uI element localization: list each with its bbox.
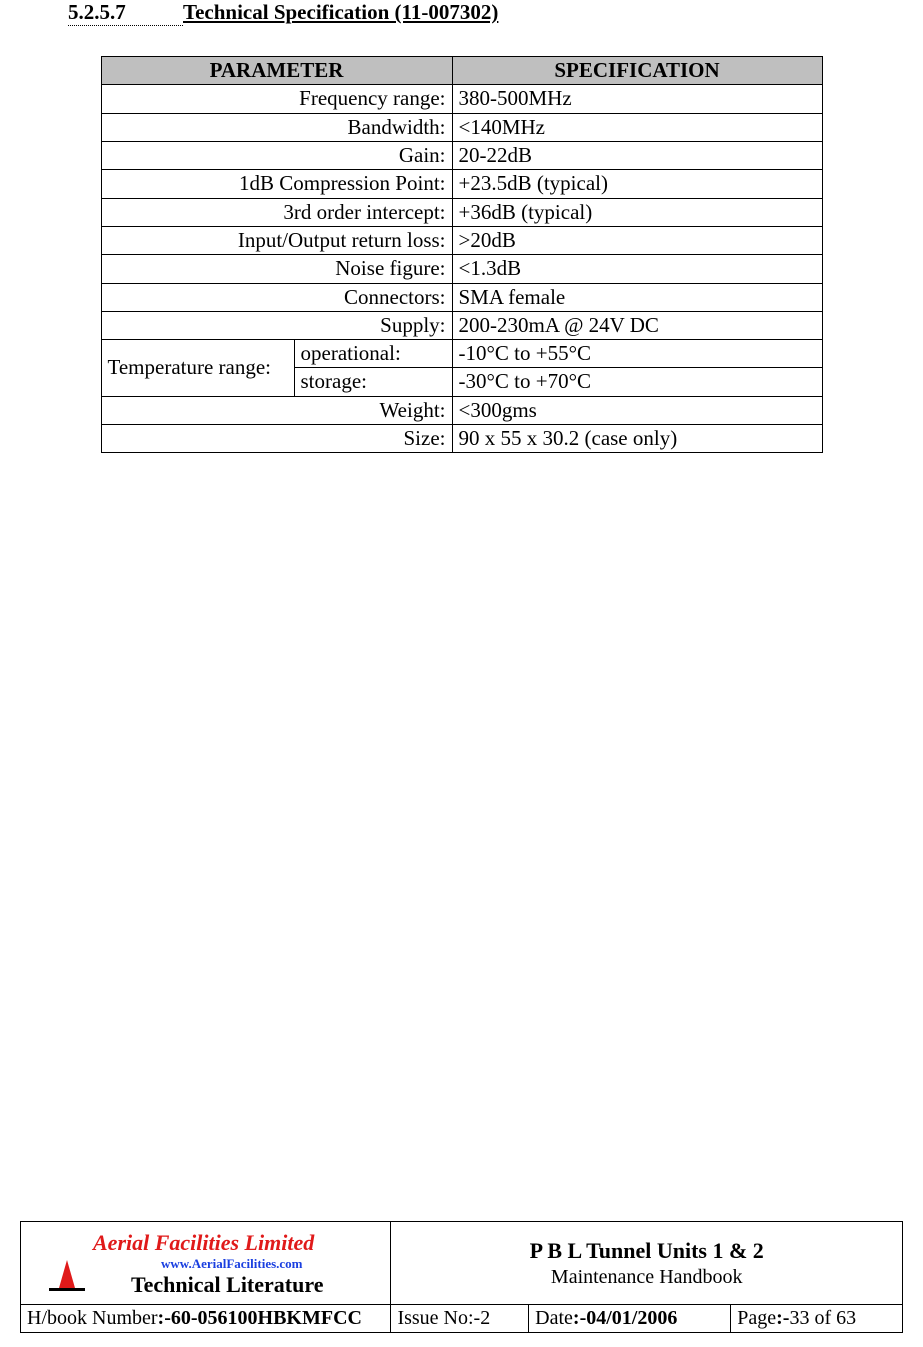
- spec-cell: 90 x 55 x 30.2 (case only): [452, 425, 822, 453]
- table-row: Noise figure:<1.3dB: [101, 255, 822, 283]
- column-header-parameter: PARAMETER: [101, 57, 452, 85]
- page-number: 33 of 63: [789, 1307, 856, 1329]
- spec-table: PARAMETER SPECIFICATION Frequency range:…: [101, 56, 823, 453]
- spec-cell: 380-500MHz: [452, 85, 822, 113]
- hbook-value: :-60-056100HBKMFCC: [158, 1307, 362, 1329]
- company-logo: Aerial Facilities Limited www.AerialFaci…: [41, 1226, 371, 1300]
- svg-text:Technical Literature: Technical Literature: [131, 1272, 324, 1297]
- table-row: 3rd order intercept:+36dB (typical): [101, 198, 822, 226]
- column-header-specification: SPECIFICATION: [452, 57, 822, 85]
- section-title: Technical Specification (11-007302): [183, 0, 498, 24]
- table-row: Input/Output return loss:>20dB: [101, 226, 822, 254]
- param-cell: Size:: [101, 425, 452, 453]
- page-footer: Aerial Facilities Limited www.AerialFaci…: [20, 1221, 903, 1333]
- param-cell: 1dB Compression Point:: [101, 170, 452, 198]
- spec-cell: +36dB (typical): [452, 198, 822, 226]
- spec-cell: SMA female: [452, 283, 822, 311]
- footer-logo-cell: Aerial Facilities Limited www.AerialFaci…: [21, 1222, 391, 1305]
- param-cell: Weight:: [101, 396, 452, 424]
- table-row: Weight:<300gms: [101, 396, 822, 424]
- issue-label: Issue No:-: [397, 1307, 480, 1329]
- param-cell: Noise figure:: [101, 255, 452, 283]
- table-row: Temperature range:operational:-10°C to +…: [101, 340, 822, 368]
- issue-value: 2: [480, 1307, 490, 1329]
- table-row: Frequency range:380-500MHz: [101, 85, 822, 113]
- param-cell: Gain:: [101, 142, 452, 170]
- spec-cell: <1.3dB: [452, 255, 822, 283]
- table-header-row: PARAMETER SPECIFICATION: [101, 57, 822, 85]
- spec-cell: 20-22dB: [452, 142, 822, 170]
- table-row: Connectors:SMA female: [101, 283, 822, 311]
- param-cell: Input/Output return loss:: [101, 226, 452, 254]
- param-cell: Supply:: [101, 311, 452, 339]
- param-cell: 3rd order intercept:: [101, 198, 452, 226]
- footer-date-cell: Date:-04/01/2006: [529, 1305, 731, 1333]
- svg-text:Aerial Facilities Limited: Aerial Facilities Limited: [91, 1230, 315, 1255]
- spec-cell: >20dB: [452, 226, 822, 254]
- temp-range-label: Temperature range:: [101, 340, 294, 397]
- temp-sub-cell: operational:: [294, 340, 452, 368]
- table-row: Gain:20-22dB: [101, 142, 822, 170]
- spec-cell: 200-230mA @ 24V DC: [452, 311, 822, 339]
- spec-cell: -30°C to +70°C: [452, 368, 822, 396]
- param-cell: Bandwidth:: [101, 113, 452, 141]
- footer-issue-cell: Issue No:-2: [391, 1305, 529, 1333]
- footer-page-cell: Page:-33 of 63: [731, 1305, 903, 1333]
- param-cell: Connectors:: [101, 283, 452, 311]
- section-number: 5.2.5.7: [68, 0, 183, 26]
- temp-sub-cell: storage:: [294, 368, 452, 396]
- page-label: Page: [737, 1307, 776, 1329]
- spec-cell: -10°C to +55°C: [452, 340, 822, 368]
- section-heading: 5.2.5.7Technical Specification (11-00730…: [20, 0, 903, 26]
- table-row: Supply:200-230mA @ 24V DC: [101, 311, 822, 339]
- table-row: Size:90 x 55 x 30.2 (case only): [101, 425, 822, 453]
- svg-text:www.AerialFacilities.com: www.AerialFacilities.com: [161, 1256, 303, 1271]
- table-row: Bandwidth:<140MHz: [101, 113, 822, 141]
- page-sep: :-: [776, 1307, 789, 1329]
- date-value: :-04/01/2006: [573, 1307, 677, 1329]
- date-label: Date: [535, 1307, 573, 1329]
- spec-cell: <300gms: [452, 396, 822, 424]
- param-cell: Frequency range:: [101, 85, 452, 113]
- footer-doc-title: P B L Tunnel Units 1 & 2: [530, 1238, 764, 1263]
- spec-cell: <140MHz: [452, 113, 822, 141]
- spec-cell: +23.5dB (typical): [452, 170, 822, 198]
- hbook-label: H/book Number: [27, 1307, 158, 1329]
- footer-title-cell: P B L Tunnel Units 1 & 2 Maintenance Han…: [391, 1222, 903, 1305]
- footer-hbook-cell: H/book Number:-60-056100HBKMFCC: [21, 1305, 391, 1333]
- table-row: 1dB Compression Point:+23.5dB (typical): [101, 170, 822, 198]
- footer-doc-subtitle: Maintenance Handbook: [551, 1266, 743, 1288]
